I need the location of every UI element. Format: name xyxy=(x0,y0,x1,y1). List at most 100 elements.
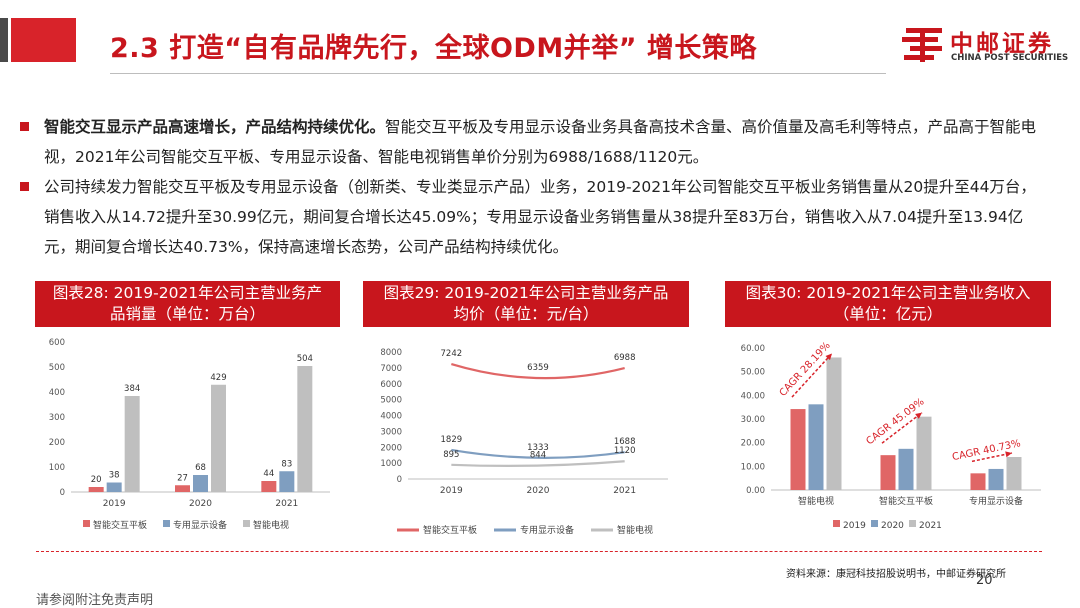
bar-data-label: 44 xyxy=(263,469,274,479)
legend-label: 2019 xyxy=(843,521,866,531)
y-tick-label: 7000 xyxy=(380,364,402,374)
legend-label: 2020 xyxy=(881,521,904,531)
point-data-label: 6988 xyxy=(614,353,636,363)
bar-data-label: 38 xyxy=(109,471,120,481)
y-tick-label: 0 xyxy=(60,488,65,498)
header-accent-bar xyxy=(0,18,76,62)
bullet-square-icon xyxy=(20,122,29,131)
bar xyxy=(826,357,842,490)
title-divider xyxy=(110,73,886,74)
bar xyxy=(880,455,896,490)
y-tick-label: 8000 xyxy=(380,348,402,358)
bullet-list: 智能交互显示产品高速增长，产品结构持续优化。智能交互平板及专用显示设备业务具备高… xyxy=(20,112,1050,262)
y-tick-label: 10.00 xyxy=(741,462,765,472)
bar xyxy=(970,473,986,490)
revenue-bar-chart: 0.00 10.00 20.00 30.00 40.00 50.00 60.00 智能电视 智能… xyxy=(741,340,1041,531)
bar xyxy=(916,416,932,490)
bar xyxy=(88,487,104,492)
cagr-annotation: CAGR 28.19% xyxy=(778,340,833,399)
y-tick-label: 50.00 xyxy=(741,368,765,378)
legend-label: 2021 xyxy=(919,521,942,531)
footer-divider xyxy=(36,551,1042,552)
x-tick-label: 智能电视 xyxy=(798,495,834,507)
y-tick-label: 500 xyxy=(49,363,65,373)
bar xyxy=(124,396,140,492)
y-tick-label: 600 xyxy=(49,338,65,348)
x-tick-label: 2019 xyxy=(103,499,126,509)
bar xyxy=(808,404,824,490)
y-tick-label: 5000 xyxy=(380,396,402,406)
legend-label: 专用显示设备 xyxy=(520,524,574,536)
legend-swatch xyxy=(83,520,90,527)
cagr-arrow-head xyxy=(915,412,922,419)
legend-label: 智能交互平板 xyxy=(423,524,477,536)
y-tick-label: 40.00 xyxy=(741,391,765,401)
x-tick-label: 2019 xyxy=(440,486,463,496)
bar-data-label: 429 xyxy=(210,373,226,383)
legend-swatch xyxy=(163,520,170,527)
y-tick-label: 30.00 xyxy=(741,415,765,425)
legend-swatch xyxy=(243,520,250,527)
point-data-label: 844 xyxy=(530,451,546,461)
logo-text-en: CHINA POST SECURITIES xyxy=(951,53,1069,63)
x-tick-label: 2021 xyxy=(275,499,298,509)
chart-title-30: 图表30: 2019-2021年公司主营业务收入 （单位：亿元） xyxy=(725,281,1051,327)
y-tick-label: 100 xyxy=(49,463,65,473)
point-data-label: 6359 xyxy=(527,363,549,373)
page-number: 20 xyxy=(976,573,993,588)
source-note: 资料来源：康冠科技招股说明书，中邮证券研究所 xyxy=(786,569,1006,580)
y-tick-label: 6000 xyxy=(380,380,402,390)
bullet-square-icon xyxy=(20,182,29,191)
x-tick-label: 专用显示设备 xyxy=(969,495,1023,507)
x-tick-label: 2020 xyxy=(189,499,212,509)
legend-swatch xyxy=(833,520,840,527)
point-data-label: 895 xyxy=(443,450,459,460)
series-line xyxy=(451,460,625,467)
bar xyxy=(261,481,277,492)
company-logo: 中邮证券 CHINA POST SECURITIES xyxy=(900,22,1070,72)
x-tick-label: 智能交互平板 xyxy=(879,495,933,507)
unit-price-line-chart: 0 1000 2000 3000 4000 5000 6000 7000 8000 7242 635… xyxy=(380,348,668,536)
chart-panel-29: 图表29: 2019-2021年公司主营业务产品 均价（单位：元/台） xyxy=(363,281,689,327)
bar xyxy=(790,409,806,490)
bar xyxy=(106,482,122,492)
bullet-item: 公司持续发力智能交互平板及专用显示设备（创新类、专业类显示产品）业务，2019-… xyxy=(20,172,1050,262)
y-tick-label: 20.00 xyxy=(741,439,765,449)
y-tick-label: 3000 xyxy=(380,427,402,437)
chart-title-28: 图表28: 2019-2021年公司主营业务产 品销量（单位：万台） xyxy=(35,281,340,327)
bar xyxy=(898,448,914,490)
bar xyxy=(279,471,295,492)
chart-panel-28: 图表28: 2019-2021年公司主营业务产 品销量（单位：万台） xyxy=(35,281,340,327)
page-title: 2.3 打造“自有品牌先行，全球ODM并举” 增长策略 xyxy=(110,33,757,64)
legend-label: 智能交互平板 xyxy=(93,519,147,531)
bar xyxy=(211,384,226,492)
bar xyxy=(297,366,313,492)
bar xyxy=(193,475,208,492)
y-tick-label: 300 xyxy=(49,413,65,423)
point-data-label: 1829 xyxy=(441,435,463,445)
china-post-logo-icon xyxy=(902,28,942,62)
bar-data-label: 504 xyxy=(297,354,313,364)
point-data-label: 7242 xyxy=(441,349,463,359)
legend-label: 智能电视 xyxy=(617,524,653,536)
y-tick-label: 400 xyxy=(49,388,65,398)
chart-panel-30: 图表30: 2019-2021年公司主营业务收入 （单位：亿元） xyxy=(725,281,1051,327)
bullet-text: 智能交互平板及专用显示设备业务具备高技术含量、高价值量及高毛利等特点，产品高于智… xyxy=(44,118,1037,166)
cagr-arrow xyxy=(971,452,1013,463)
legend-label: 专用显示设备 xyxy=(173,519,227,531)
legend-label: 智能电视 xyxy=(253,519,289,531)
bullet-text: 公司持续发力智能交互平板及专用显示设备（创新类、专业类显示产品）业务，2019-… xyxy=(44,178,1036,256)
y-tick-label: 60.00 xyxy=(741,344,765,354)
bar xyxy=(988,468,1004,490)
sales-volume-bar-chart: 0 100 200 300 400 500 600 20 38 384 2019 27 68 429 202… xyxy=(49,338,330,531)
disclaimer-link[interactable]: 请参阅附注免责声明 xyxy=(36,593,154,608)
y-tick-label: 0 xyxy=(397,475,402,485)
bar-data-label: 384 xyxy=(124,384,140,394)
logo-text-cn: 中邮证券 xyxy=(950,31,1054,57)
bar-data-label: 20 xyxy=(91,475,102,485)
y-tick-label: 4000 xyxy=(380,412,402,422)
cagr-arrow-head xyxy=(1005,451,1012,458)
x-tick-label: 2020 xyxy=(527,486,550,496)
chart-title-29: 图表29: 2019-2021年公司主营业务产品 均价（单位：元/台） xyxy=(363,281,689,327)
series-line xyxy=(451,448,625,459)
